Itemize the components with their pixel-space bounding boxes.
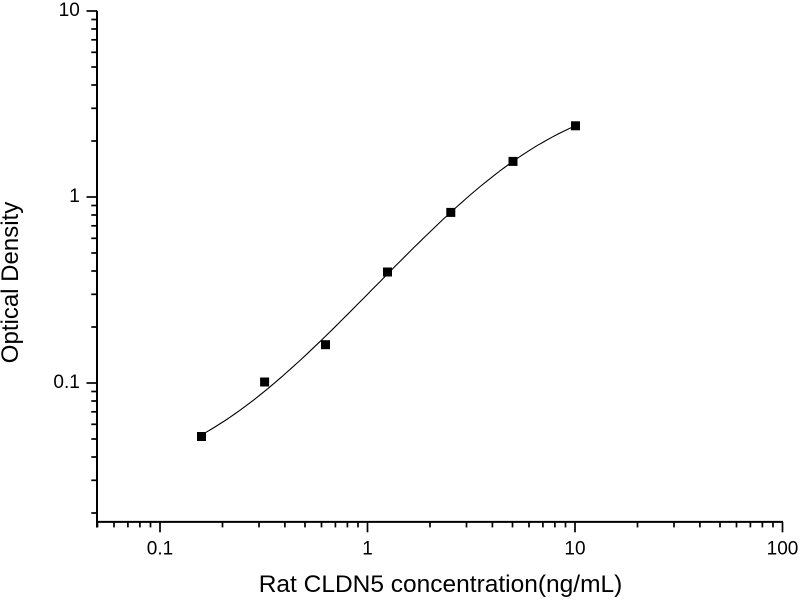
svg-text:10: 10 — [564, 539, 585, 560]
svg-text:100: 100 — [767, 539, 799, 560]
svg-text:10: 10 — [59, 0, 80, 21]
svg-text:Rat CLDN5 concentration(ng/mL): Rat CLDN5 concentration(ng/mL) — [259, 571, 623, 598]
svg-text:0.1: 0.1 — [53, 372, 79, 393]
svg-text:0.1: 0.1 — [147, 539, 173, 560]
svg-text:1: 1 — [69, 186, 80, 207]
svg-text:1: 1 — [362, 539, 373, 560]
svg-text:Optical Density: Optical Density — [0, 202, 24, 363]
